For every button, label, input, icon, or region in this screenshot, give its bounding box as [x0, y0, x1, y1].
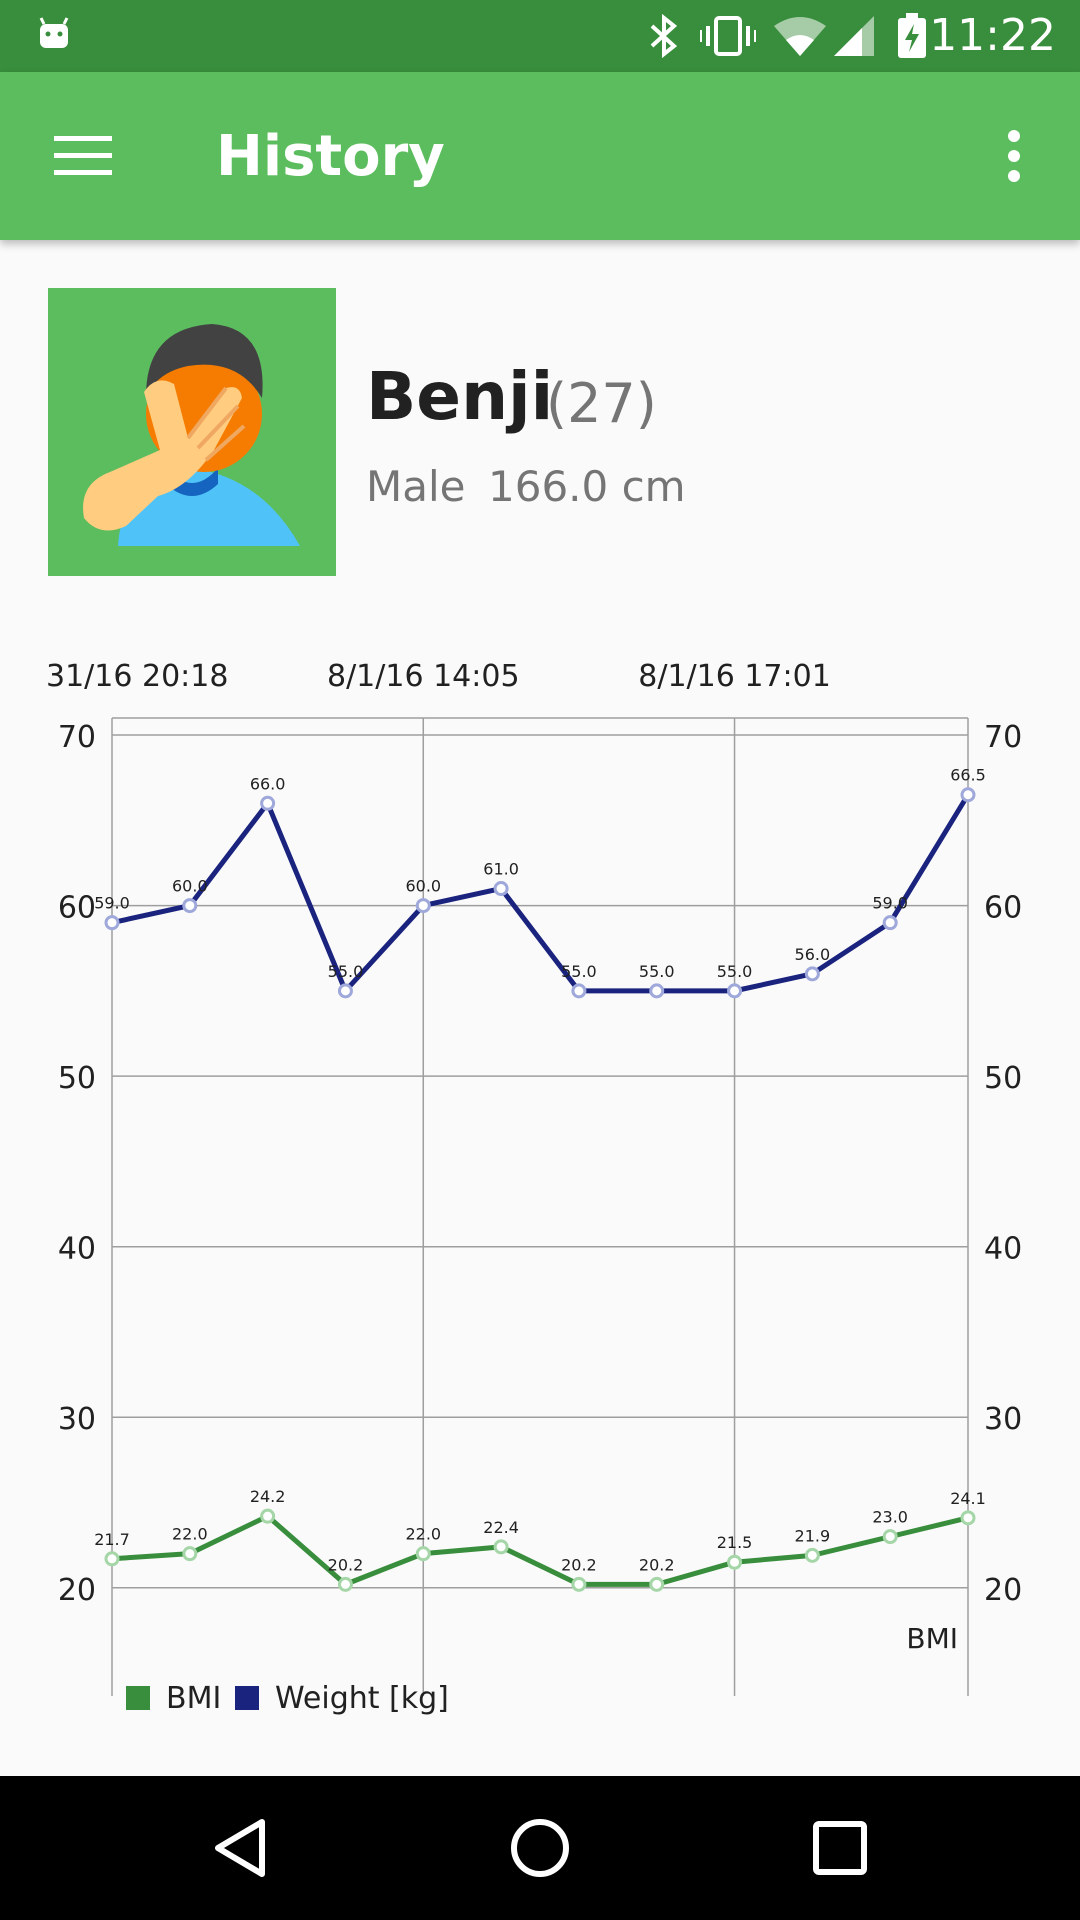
data-label: 20.2: [639, 1555, 675, 1574]
data-point: [337, 1576, 353, 1592]
data-label: 24.2: [250, 1487, 286, 1506]
legend-label: BMI: [166, 1681, 221, 1716]
data-point: [649, 1576, 665, 1592]
data-point: [493, 881, 509, 897]
status-time: 11:22: [929, 10, 1056, 61]
status-bar: 11:22: [0, 0, 1080, 72]
data-label: 55.0: [639, 962, 675, 981]
data-point: [960, 1510, 976, 1526]
data-label: 21.7: [94, 1530, 130, 1549]
data-point: [804, 1547, 820, 1563]
legend-swatch: [126, 1686, 150, 1710]
y-tick-right: 30: [984, 1402, 1022, 1437]
series-line: [111, 793, 971, 994]
data-point: [260, 1508, 276, 1524]
data-point: [415, 1546, 431, 1562]
series-line: [111, 1513, 969, 1587]
android-icon: [39, 17, 69, 48]
data-point: [104, 1551, 120, 1567]
data-point: [260, 795, 276, 811]
page-title: History: [216, 124, 445, 189]
data-label: 22.0: [172, 1525, 208, 1544]
home-icon[interactable]: [508, 1816, 572, 1880]
data-point: [104, 915, 120, 931]
data-point: [571, 983, 587, 999]
data-point: [182, 1546, 198, 1562]
profile-age: (27): [546, 372, 657, 435]
data-label: 66.0: [250, 774, 286, 793]
data-label: 24.1: [950, 1489, 986, 1508]
y-axis-label: BMI: [906, 1622, 958, 1655]
battery-charging-icon: [898, 13, 926, 58]
data-point: [960, 787, 976, 803]
profile-gender: Male: [366, 462, 466, 511]
cell-signal-icon: [834, 16, 874, 56]
data-label: 55.0: [561, 962, 597, 981]
data-point: [649, 983, 665, 999]
wifi-icon: [774, 17, 826, 56]
navigation-bar: [0, 1776, 1080, 1920]
data-point: [882, 915, 898, 931]
y-tick-right: 50: [984, 1061, 1022, 1096]
profile-height: 166.0 cm: [488, 462, 686, 511]
data-label: 61.0: [483, 860, 519, 879]
legend-swatch: [235, 1686, 259, 1710]
y-tick-left: 40: [58, 1232, 96, 1267]
recents-icon[interactable]: [810, 1818, 870, 1878]
y-tick-right: 60: [984, 891, 1022, 926]
data-label: 20.2: [328, 1555, 364, 1574]
data-label: 59.0: [94, 894, 130, 913]
legend-label: Weight [kg]: [275, 1681, 449, 1716]
x-tick-label: 8/1/16 17:01: [638, 659, 831, 694]
data-point: [727, 1554, 743, 1570]
app-bar: History: [0, 72, 1080, 240]
x-tick-label: 31/16 20:18: [46, 659, 228, 694]
y-tick-left: 20: [58, 1573, 96, 1608]
data-point: [415, 898, 431, 914]
y-tick-left: 70: [58, 720, 96, 755]
data-label: 60.0: [405, 877, 441, 896]
data-label: 66.5: [950, 766, 986, 785]
y-tick-right: 70: [984, 720, 1022, 755]
y-tick-right: 40: [984, 1232, 1022, 1267]
vibrate-icon: [700, 16, 756, 56]
data-label: 60.0: [172, 877, 208, 896]
data-point: [804, 966, 820, 982]
data-label: 23.0: [872, 1508, 908, 1527]
bluetooth-icon: [650, 14, 678, 58]
y-tick-right: 20: [984, 1573, 1022, 1608]
data-label: 22.0: [405, 1525, 441, 1544]
data-point: [727, 983, 743, 999]
data-label: 20.2: [561, 1555, 597, 1574]
data-point: [493, 1539, 509, 1555]
data-point: [571, 1576, 587, 1592]
data-point: [882, 1529, 898, 1545]
history-chart: 20 20 30 30 40 40 50 50 60 60 70 70 31/16 20:18 8/1/1…: [46, 659, 1022, 1716]
data-label: 21.9: [795, 1526, 831, 1545]
y-tick-left: 50: [58, 1061, 96, 1096]
data-point: [182, 898, 198, 914]
data-point: [337, 983, 353, 999]
data-label: 59.0: [872, 894, 908, 913]
profile-name: Benji: [366, 358, 554, 435]
data-label: 55.0: [717, 962, 753, 981]
menu-icon[interactable]: [54, 134, 114, 178]
back-icon[interactable]: [210, 1816, 270, 1880]
y-tick-left: 30: [58, 1402, 96, 1437]
data-label: 22.4: [483, 1518, 519, 1537]
data-label: 55.0: [328, 962, 364, 981]
y-tick-left: 60: [58, 891, 96, 926]
avatar: [48, 288, 336, 576]
more-options-icon[interactable]: [1002, 128, 1026, 184]
data-label: 56.0: [795, 945, 831, 964]
x-tick-label: 8/1/16 14:05: [327, 659, 520, 694]
data-label: 21.5: [717, 1533, 753, 1552]
